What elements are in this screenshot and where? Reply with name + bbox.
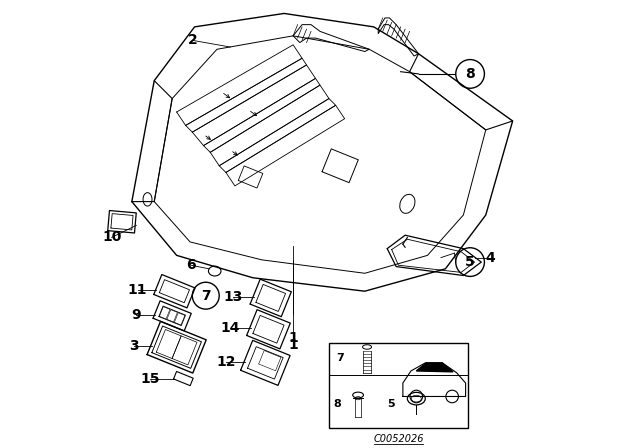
Text: 15: 15 (140, 371, 159, 386)
Text: 1: 1 (288, 338, 298, 352)
Text: 9: 9 (131, 308, 141, 323)
Text: 8: 8 (465, 67, 475, 81)
Text: 5: 5 (465, 255, 475, 269)
Text: 13: 13 (223, 290, 243, 304)
Text: 7: 7 (201, 289, 211, 303)
Text: 3: 3 (129, 339, 139, 353)
Text: 6: 6 (186, 258, 196, 272)
Text: 8: 8 (333, 399, 341, 409)
Bar (329, 343, 468, 428)
Text: 4: 4 (485, 250, 495, 265)
Text: 10: 10 (102, 230, 122, 245)
Text: C0052026: C0052026 (373, 434, 424, 444)
Polygon shape (417, 363, 453, 372)
Text: 2: 2 (188, 33, 197, 47)
Text: 12: 12 (216, 355, 236, 369)
Text: 5: 5 (387, 399, 395, 409)
Text: 7: 7 (336, 353, 344, 363)
Text: 1: 1 (288, 331, 298, 345)
Text: 14: 14 (221, 321, 240, 336)
Text: 11: 11 (128, 283, 147, 297)
